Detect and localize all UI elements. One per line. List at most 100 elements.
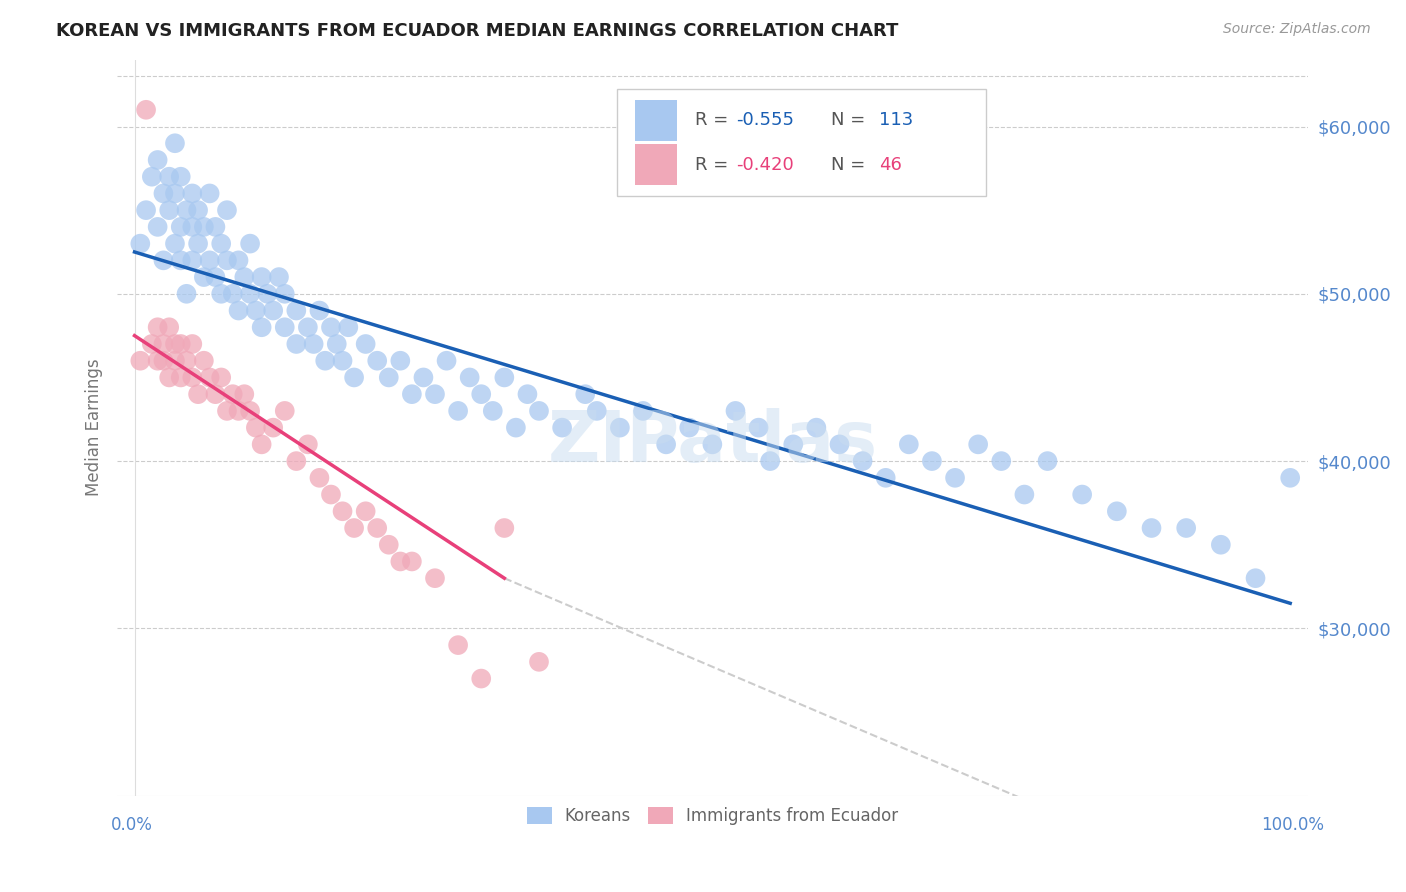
Text: 100.0%: 100.0% <box>1261 816 1324 834</box>
Point <box>163 186 186 201</box>
Point <box>1071 487 1094 501</box>
Point <box>759 454 782 468</box>
Point <box>262 303 284 318</box>
Point <box>204 270 226 285</box>
Point <box>222 387 245 401</box>
Point <box>157 169 180 184</box>
Point <box>436 353 458 368</box>
Text: 0.0%: 0.0% <box>111 816 153 834</box>
Legend: Koreans, Immigrants from Ecuador: Koreans, Immigrants from Ecuador <box>520 800 905 831</box>
Point <box>193 270 215 285</box>
Point <box>631 404 654 418</box>
Point <box>239 236 262 251</box>
Point <box>1014 487 1036 501</box>
Point <box>343 521 366 535</box>
Point <box>187 236 209 251</box>
Point <box>152 353 174 368</box>
Point <box>343 370 366 384</box>
Point <box>239 286 262 301</box>
Point <box>129 236 152 251</box>
Point <box>412 370 434 384</box>
Point <box>274 286 297 301</box>
Point <box>332 504 354 518</box>
Point <box>146 219 169 234</box>
Point <box>215 404 238 418</box>
Point <box>516 387 538 401</box>
Point <box>1175 521 1198 535</box>
Point <box>285 303 308 318</box>
Point <box>308 303 330 318</box>
Text: KOREAN VS IMMIGRANTS FROM ECUADOR MEDIAN EARNINGS CORRELATION CHART: KOREAN VS IMMIGRANTS FROM ECUADOR MEDIAN… <box>56 22 898 40</box>
Point <box>157 370 180 384</box>
Point <box>181 186 204 201</box>
Point <box>135 203 157 218</box>
Point <box>204 219 226 234</box>
Point <box>852 454 875 468</box>
Point <box>163 353 186 368</box>
Point <box>828 437 851 451</box>
Point <box>146 353 169 368</box>
Point <box>209 370 232 384</box>
Point <box>245 303 267 318</box>
Text: -0.555: -0.555 <box>737 111 794 129</box>
Point <box>470 387 492 401</box>
Point <box>204 387 226 401</box>
Point <box>423 571 446 585</box>
Point <box>163 136 186 151</box>
Point <box>551 420 574 434</box>
Point <box>250 437 273 451</box>
Point <box>505 420 527 434</box>
Point <box>967 437 990 451</box>
Point <box>609 420 631 434</box>
Point <box>574 387 596 401</box>
Point <box>176 353 198 368</box>
Text: R =: R = <box>695 156 734 174</box>
Point <box>389 353 412 368</box>
Text: 113: 113 <box>879 111 914 129</box>
Text: R =: R = <box>695 111 734 129</box>
Point <box>250 320 273 334</box>
Point <box>806 420 828 434</box>
Point <box>366 353 388 368</box>
Point <box>233 387 256 401</box>
Point <box>228 404 250 418</box>
Point <box>401 554 423 568</box>
Text: -0.420: -0.420 <box>737 156 794 174</box>
Point <box>176 286 198 301</box>
Point <box>274 320 297 334</box>
Point <box>702 437 724 451</box>
Point <box>782 437 804 451</box>
Point <box>256 286 278 301</box>
Bar <box>636 145 676 185</box>
Point <box>297 320 319 334</box>
Point <box>170 253 193 268</box>
Point <box>239 404 262 418</box>
Point <box>267 270 290 285</box>
Point <box>678 420 700 434</box>
Point <box>527 655 550 669</box>
Point <box>378 370 401 384</box>
Point <box>262 420 284 434</box>
Point <box>319 320 342 334</box>
Point <box>1244 571 1267 585</box>
Text: N =: N = <box>831 156 872 174</box>
Point <box>152 337 174 351</box>
Point <box>655 437 678 451</box>
Point <box>470 672 492 686</box>
Y-axis label: Median Earnings: Median Earnings <box>86 359 103 497</box>
Point <box>748 420 770 434</box>
Point <box>447 404 470 418</box>
Point <box>187 387 209 401</box>
Point <box>724 404 747 418</box>
Text: 46: 46 <box>879 156 901 174</box>
Point <box>193 219 215 234</box>
FancyBboxPatch shape <box>617 89 986 195</box>
Point <box>389 554 412 568</box>
Point <box>198 370 221 384</box>
Point <box>215 203 238 218</box>
Point <box>366 521 388 535</box>
Point <box>170 219 193 234</box>
Point <box>423 387 446 401</box>
Point <box>285 337 308 351</box>
Point <box>494 370 516 384</box>
